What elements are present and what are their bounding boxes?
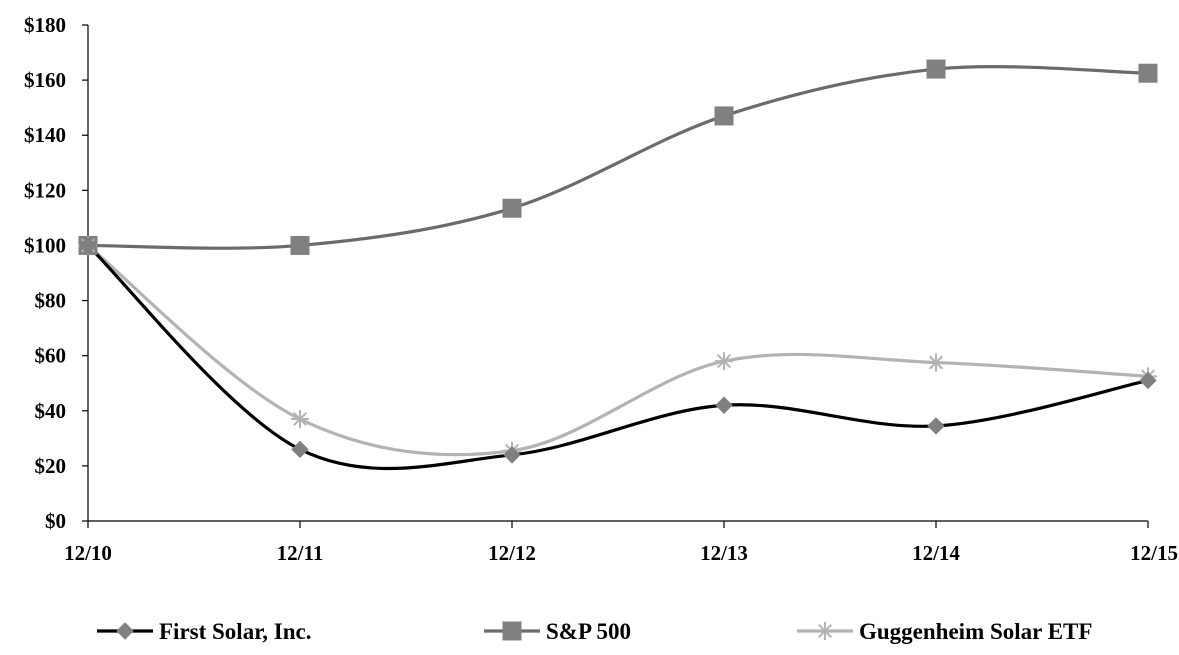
data-point (503, 446, 521, 464)
y-tick-label: $60 (35, 344, 67, 368)
y-tick-label: $0 (45, 509, 66, 533)
x-tick-label: 12/12 (488, 541, 536, 565)
legend-label: S&P 500 (546, 619, 631, 644)
x-tick-label: 12/15 (1130, 541, 1178, 565)
x-tick-label: 12/13 (700, 541, 748, 565)
series-line (87, 65, 1149, 250)
series-lines (86, 65, 1149, 471)
data-point (714, 106, 734, 126)
y-tick-label: $80 (35, 289, 67, 313)
legend-label: Guggenheim Solar ETF (859, 619, 1092, 644)
legend-item: Guggenheim Solar ETF (797, 619, 1092, 644)
x-tick-label: 12/10 (64, 541, 112, 565)
y-tick-label: $40 (35, 399, 67, 423)
data-point (927, 353, 945, 372)
data-point (79, 236, 97, 255)
data-point (926, 59, 946, 79)
legend-label: First Solar, Inc. (159, 619, 312, 644)
data-point (715, 396, 733, 414)
legend-swatch-marker (116, 622, 134, 640)
x-tick-labels: 12/10 12/11 12/12 12/13 12/14 12/15 (64, 541, 1178, 565)
x-tick-label: 12/11 (277, 541, 324, 565)
series-line (86, 244, 1149, 457)
legend-swatch-marker (816, 622, 834, 640)
legend-item: First Solar, Inc. (97, 619, 312, 644)
series-line (86, 244, 1149, 471)
y-tick-label: $180 (24, 13, 66, 37)
data-point (291, 410, 309, 429)
y-tick-label: $100 (24, 233, 66, 257)
y-tick-label: $120 (24, 178, 66, 202)
legend-item: S&P 500 (484, 619, 631, 644)
data-point (291, 440, 309, 459)
data-point (502, 198, 522, 218)
axes (82, 24, 1149, 528)
y-tick-label: $160 (24, 68, 66, 92)
legend: First Solar, Inc. S&P 500 Guggenheim Solar… (97, 619, 1092, 644)
data-point (1138, 63, 1158, 83)
data-point (1139, 371, 1157, 390)
data-point (927, 417, 945, 435)
y-tick-label: $140 (24, 123, 66, 147)
legend-swatch-marker (502, 621, 522, 641)
data-point (290, 235, 310, 255)
x-tick-label: 12/14 (912, 541, 960, 565)
series-markers (78, 59, 1158, 464)
data-point (715, 352, 733, 371)
y-tick-label: $20 (35, 454, 67, 478)
y-tick-labels: $0 $20 $40 $60 $80 $100 $120 $140 $160 $180 (24, 13, 66, 533)
